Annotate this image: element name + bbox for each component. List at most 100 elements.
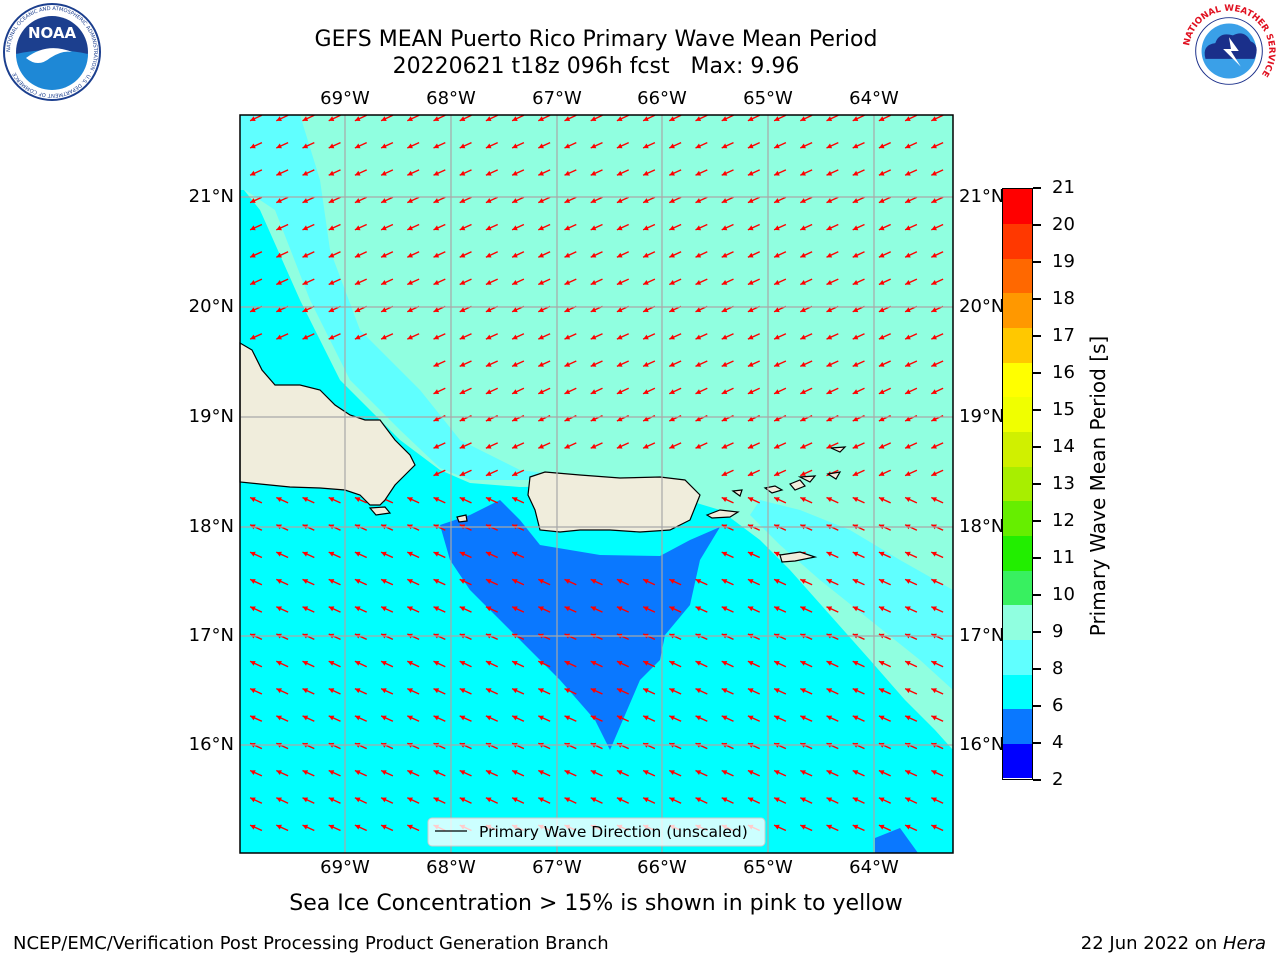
wave-arrow [538,769,551,777]
wave-arrow [407,196,420,204]
wave-arrow [590,715,603,722]
wave-arrow [800,660,813,668]
wave-arrow [433,660,446,668]
wave-arrow [407,333,420,340]
wave-arrow [721,687,734,695]
wave-arrow [249,824,263,832]
lat-label-left: 17°N [188,625,234,646]
wave-arrow [433,169,446,176]
wave-arrow [380,114,394,122]
wave-arrow [249,169,263,176]
wave-arrow [904,797,918,804]
footer-date-text: 22 Jun 2022 on [1080,933,1223,954]
wave-arrow [800,469,813,477]
wave-arrow [564,278,577,286]
wave-arrow [800,797,813,804]
lat-label-right: 21°N [959,186,1005,207]
wave-arrow [800,824,813,832]
wave-arrow [590,114,603,122]
wave-arrow [459,769,472,777]
wave-arrow [852,333,865,340]
colorbar-tick [1033,594,1041,596]
colorbar-segment [1003,431,1032,467]
wave-arrow [485,387,498,395]
wave-arrow [669,223,682,231]
wave-arrow [642,606,656,613]
wave-arrow [721,360,734,368]
colorbar-tick-label: 19 [1052,251,1075,272]
wave-arrow [380,141,394,149]
wave-arrow [878,824,891,832]
wave-arrow [459,141,472,149]
wave-arrow [433,278,446,286]
colorbar-segment [1003,396,1032,433]
wave-arrow [485,715,498,722]
wave-arrow [721,606,734,613]
wave-arrow [538,606,551,613]
wave-arrow [826,715,839,722]
wave-arrow [773,251,787,258]
colorbar-tick-label: 12 [1052,510,1075,531]
wave-arrow [433,578,446,586]
wave-arrow [276,141,289,149]
wave-arrow [616,442,629,449]
wave-arrow [511,606,525,613]
wave-arrow [695,687,708,695]
wave-arrow [695,715,708,722]
wave-arrow [904,169,918,176]
wave-arrow [852,797,865,804]
colorbar-tick-label: 15 [1052,399,1075,420]
wave-arrow [485,169,498,176]
wave-arrow [800,578,813,586]
wave-arrow [852,114,865,122]
wave-arrow [852,169,865,176]
wave-arrow [433,360,446,368]
wave-arrow [433,333,446,340]
wave-arrow [485,797,498,804]
wave-arrow [931,715,944,722]
colorbar-tick-label: 18 [1052,288,1075,309]
wave-arrow [380,824,394,832]
colorbar-tick-label: 9 [1052,621,1064,642]
wave-arrow [538,223,551,231]
colorbar-tick-label: 10 [1052,584,1075,605]
wave-arrow [354,333,367,340]
wave-arrow [380,715,394,722]
colorbar-tick [1033,409,1041,411]
wave-arrow [511,687,525,695]
wave-arrow [826,387,839,395]
wave-arrow [511,715,525,722]
wave-arrow [721,169,734,176]
colorbar-segment [1003,466,1032,502]
wave-arrow [931,578,944,586]
wave-arrow [773,169,787,176]
wave-arrow [302,687,315,695]
wave-arrow [695,278,708,286]
svg-text:NOAA: NOAA [28,24,77,42]
wave-arrow [642,687,656,695]
wave-arrow [800,169,813,176]
wave-arrow [721,797,734,804]
lon-label-bottom: 67°W [532,857,582,878]
wave-arrow [695,169,708,176]
wave-arrow [276,196,289,204]
wave-arrow [747,442,760,449]
wave-arrow [773,360,787,368]
wave-arrow [249,606,263,613]
wave-arrow [642,278,656,286]
wave-arrow [747,496,760,504]
colorbar-tick [1033,705,1041,707]
wave-arrow [695,360,708,368]
wave-arrow [878,278,891,286]
wave-arrow [642,578,656,586]
wave-arrow [669,797,682,804]
lat-label-left: 16°N [188,734,234,755]
wave-arrow [354,687,367,695]
wave-arrow [511,196,525,204]
wave-arrow [852,496,865,504]
wave-arrow [538,196,551,204]
wave-arrow [800,496,813,504]
wave-arrow [354,114,367,122]
wave-arrow [590,196,603,204]
wave-arrow [800,360,813,368]
